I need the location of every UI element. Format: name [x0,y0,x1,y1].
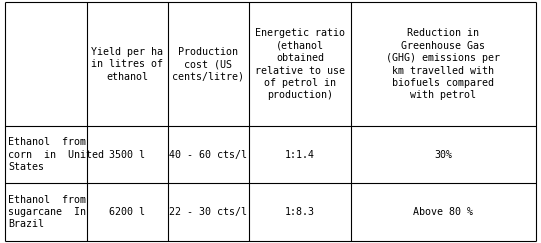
Text: Above 80 %: Above 80 % [413,207,473,217]
Text: 6200 l: 6200 l [109,207,145,217]
Text: Yield per ha
in litres of
ethanol: Yield per ha in litres of ethanol [91,47,163,82]
Text: Reduction in
Greenhouse Gas
(GHG) emissions per
km travelled with
biofuels compa: Reduction in Greenhouse Gas (GHG) emissi… [386,28,500,100]
Text: Production
cost (US
cents/litre): Production cost (US cents/litre) [172,47,244,82]
Text: Ethanol  from
sugarcane  In
Brazil: Ethanol from sugarcane In Brazil [8,195,86,229]
Text: 3500 l: 3500 l [109,150,145,160]
Text: 40 - 60 cts/l: 40 - 60 cts/l [169,150,247,160]
Text: Ethanol  from
corn  in  United
States: Ethanol from corn in United States [8,138,104,172]
Text: 22 - 30 cts/l: 22 - 30 cts/l [169,207,247,217]
Text: 1:8.3: 1:8.3 [285,207,315,217]
Text: 30%: 30% [434,150,452,160]
Text: 1:1.4: 1:1.4 [285,150,315,160]
Text: Energetic ratio
(ethanol
obtained
relative to use
of petrol in
production): Energetic ratio (ethanol obtained relati… [255,28,345,100]
